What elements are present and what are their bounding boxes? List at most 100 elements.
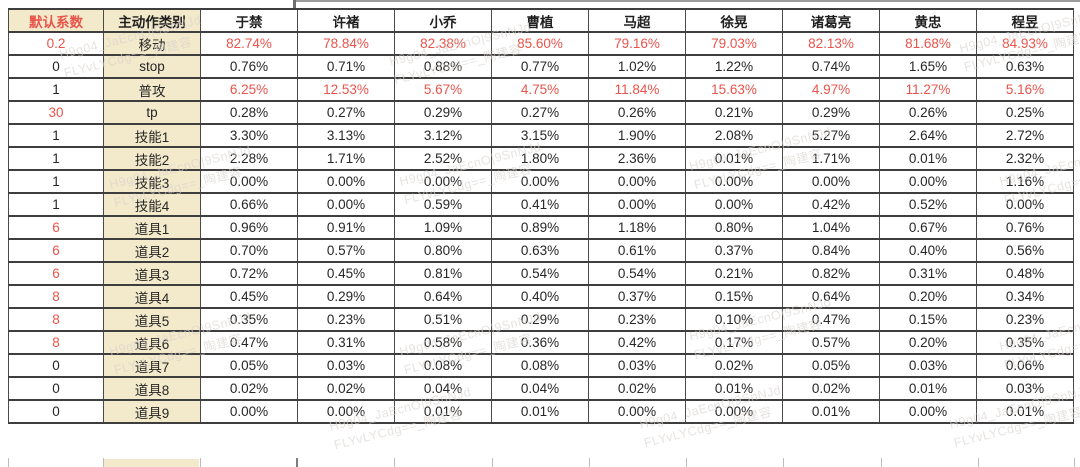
header-character-caozhi[interactable]: 曹植: [491, 8, 589, 33]
value-cell[interactable]: 1.80%: [491, 146, 589, 171]
value-cell[interactable]: 0.25%: [976, 100, 1074, 125]
value-cell[interactable]: 0.40%: [879, 238, 977, 263]
coef-cell[interactable]: 0: [8, 376, 104, 401]
value-cell[interactable]: 0.15%: [879, 307, 977, 332]
value-cell[interactable]: 0.01%: [394, 399, 492, 424]
coef-cell[interactable]: 1: [8, 192, 104, 217]
header-character-huangzhong[interactable]: 黄忠: [879, 8, 977, 33]
value-cell[interactable]: 0.76%: [200, 54, 298, 79]
value-cell[interactable]: 0.08%: [491, 353, 589, 378]
value-cell[interactable]: 0.57%: [782, 330, 880, 355]
value-cell[interactable]: 0.91%: [297, 215, 395, 240]
category-cell[interactable]: 道具7: [103, 353, 201, 378]
value-cell[interactable]: 0.23%: [588, 307, 686, 332]
value-cell[interactable]: 0.36%: [491, 330, 589, 355]
value-cell[interactable]: 0.35%: [200, 307, 298, 332]
value-cell[interactable]: 0.00%: [588, 399, 686, 424]
coef-cell[interactable]: 8: [8, 307, 104, 332]
value-cell[interactable]: 0.29%: [297, 284, 395, 309]
value-cell[interactable]: 82.13%: [782, 31, 880, 56]
category-cell[interactable]: tp: [103, 100, 201, 125]
value-cell[interactable]: 0.27%: [491, 100, 589, 125]
value-cell[interactable]: 0.88%: [394, 54, 492, 79]
value-cell[interactable]: 79.16%: [588, 31, 686, 56]
value-cell[interactable]: 0.17%: [685, 330, 783, 355]
value-cell[interactable]: 12.53%: [297, 77, 395, 102]
value-cell[interactable]: 0.37%: [685, 238, 783, 263]
value-cell[interactable]: 0.47%: [200, 330, 298, 355]
value-cell[interactable]: 0.00%: [394, 169, 492, 194]
value-cell[interactable]: 78.84%: [297, 31, 395, 56]
value-cell[interactable]: 0.74%: [782, 54, 880, 79]
coef-cell[interactable]: 1: [8, 123, 104, 148]
value-cell[interactable]: 0.23%: [297, 307, 395, 332]
value-cell[interactable]: 0.04%: [394, 376, 492, 401]
value-cell[interactable]: 0.84%: [782, 238, 880, 263]
value-cell[interactable]: 0.26%: [879, 100, 977, 125]
value-cell[interactable]: 0.02%: [685, 353, 783, 378]
value-cell[interactable]: 0.42%: [782, 192, 880, 217]
value-cell[interactable]: 0.42%: [588, 330, 686, 355]
header-character-zhugeliang[interactable]: 诸葛亮: [782, 8, 880, 33]
value-cell[interactable]: 2.52%: [394, 146, 492, 171]
value-cell[interactable]: 0.02%: [782, 376, 880, 401]
header-character-machao[interactable]: 马超: [588, 8, 686, 33]
value-cell[interactable]: 0.96%: [200, 215, 298, 240]
category-cell[interactable]: 道具5: [103, 307, 201, 332]
value-cell[interactable]: 0.76%: [976, 215, 1074, 240]
value-cell[interactable]: 0.80%: [394, 238, 492, 263]
value-cell[interactable]: 0.23%: [976, 307, 1074, 332]
value-cell[interactable]: 0.56%: [976, 238, 1074, 263]
value-cell[interactable]: 4.97%: [782, 77, 880, 102]
value-cell[interactable]: 0.01%: [685, 376, 783, 401]
value-cell[interactable]: 0.03%: [297, 353, 395, 378]
value-cell[interactable]: 2.64%: [879, 123, 977, 148]
value-cell[interactable]: 1.65%: [879, 54, 977, 79]
category-cell[interactable]: 道具6: [103, 330, 201, 355]
coef-cell[interactable]: 0: [8, 353, 104, 378]
value-cell[interactable]: 0.03%: [588, 353, 686, 378]
header-character-xuhuang[interactable]: 徐晃: [685, 8, 783, 33]
category-cell[interactable]: 道具3: [103, 261, 201, 286]
value-cell[interactable]: 81.68%: [879, 31, 977, 56]
value-cell[interactable]: 0.28%: [200, 100, 298, 125]
value-cell[interactable]: 11.84%: [588, 77, 686, 102]
value-cell[interactable]: 0.51%: [394, 307, 492, 332]
value-cell[interactable]: 0.72%: [200, 261, 298, 286]
value-cell[interactable]: 0.01%: [879, 146, 977, 171]
value-cell[interactable]: 0.00%: [976, 192, 1074, 217]
coef-cell[interactable]: 6: [8, 238, 104, 263]
value-cell[interactable]: 0.64%: [782, 284, 880, 309]
value-cell[interactable]: 3.12%: [394, 123, 492, 148]
value-cell[interactable]: 0.89%: [491, 215, 589, 240]
coef-cell[interactable]: 1: [8, 77, 104, 102]
value-cell[interactable]: 3.30%: [200, 123, 298, 148]
value-cell[interactable]: 0.77%: [491, 54, 589, 79]
value-cell[interactable]: 0.45%: [200, 284, 298, 309]
value-cell[interactable]: 0.01%: [782, 399, 880, 424]
value-cell[interactable]: 0.00%: [685, 169, 783, 194]
value-cell[interactable]: 1.71%: [782, 146, 880, 171]
value-cell[interactable]: 0.58%: [394, 330, 492, 355]
value-cell[interactable]: 15.63%: [685, 77, 783, 102]
value-cell[interactable]: 0.52%: [879, 192, 977, 217]
value-cell[interactable]: 0.82%: [782, 261, 880, 286]
value-cell[interactable]: 0.37%: [588, 284, 686, 309]
value-cell[interactable]: 11.27%: [879, 77, 977, 102]
coef-cell[interactable]: 0.2: [8, 31, 104, 56]
value-cell[interactable]: 1.09%: [394, 215, 492, 240]
coef-cell[interactable]: 0: [8, 399, 104, 424]
value-cell[interactable]: 0.31%: [297, 330, 395, 355]
category-cell[interactable]: 普攻: [103, 77, 201, 102]
value-cell[interactable]: 5.67%: [394, 77, 492, 102]
value-cell[interactable]: 0.00%: [879, 169, 977, 194]
category-cell[interactable]: 道具4: [103, 284, 201, 309]
value-cell[interactable]: 0.29%: [394, 100, 492, 125]
value-cell[interactable]: 0.48%: [976, 261, 1074, 286]
value-cell[interactable]: 0.27%: [297, 100, 395, 125]
value-cell[interactable]: 0.59%: [394, 192, 492, 217]
coef-cell[interactable]: 8: [8, 330, 104, 355]
value-cell[interactable]: 0.34%: [976, 284, 1074, 309]
value-cell[interactable]: 82.74%: [200, 31, 298, 56]
value-cell[interactable]: 0.35%: [976, 330, 1074, 355]
